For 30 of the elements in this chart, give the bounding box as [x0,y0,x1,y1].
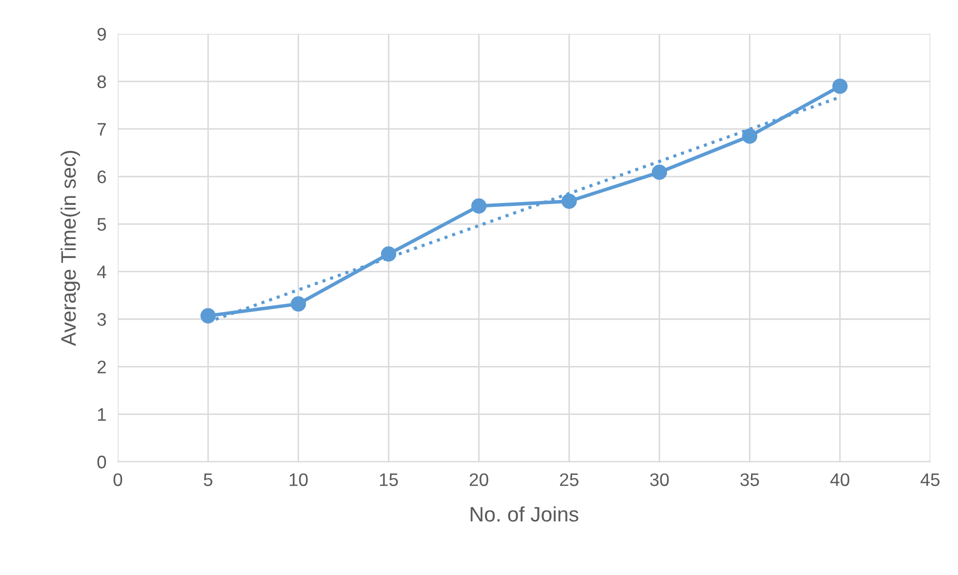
y-tick-label: 5 [97,218,106,231]
point [471,198,487,214]
x-axis-title: No. of Joins [470,506,578,522]
point [200,308,216,324]
y-tick-label: 9 [98,28,106,41]
x-tick-label: 35 [740,473,759,486]
y-tick-label: 0 [97,456,106,468]
x-tick-label: 45 [920,474,940,486]
x-tick-label: 30 [650,473,669,486]
y-tick-label: 6 [98,170,106,184]
y-tick-label: 3 [97,313,106,326]
point [290,296,306,312]
y-tick-label: 8 [97,75,106,88]
x-tick-label: 20 [470,473,488,486]
x-tick-label: 5 [204,474,212,486]
y-axis-title: Average Time(in sec) [60,150,80,346]
x-tick-label: 10 [290,473,308,486]
point [652,164,668,180]
point [380,246,396,262]
x-tick-label: 25 [560,473,578,486]
y-tick-label: 7 [98,123,106,136]
x-tick-label: 0 [114,473,122,486]
y-tick-label: 1 [98,408,106,421]
x-tick-label: 15 [380,474,398,486]
point [832,78,848,94]
point [562,194,577,209]
y-tick-label: 2 [98,360,106,374]
y-tick-label: 4 [97,266,106,278]
x-tick-label: 40 [830,473,850,486]
point [742,128,758,144]
